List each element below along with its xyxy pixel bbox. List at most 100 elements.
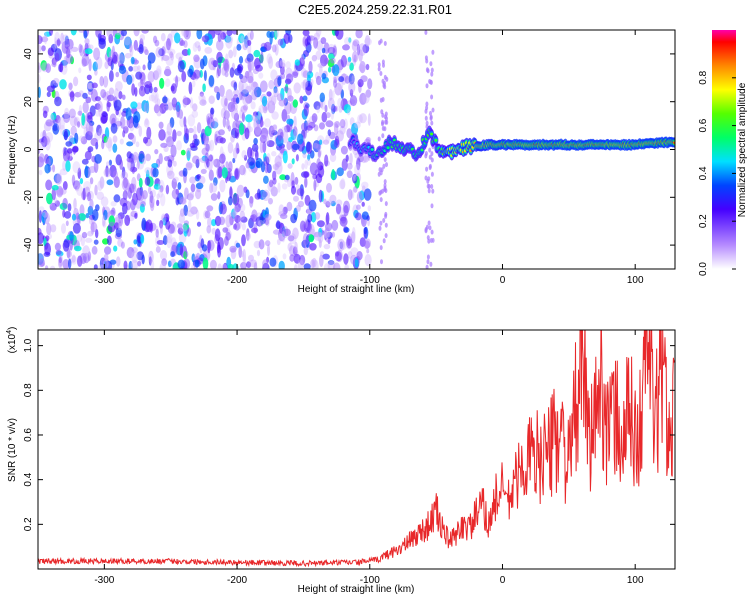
spectrogram-noise-blob [103, 136, 108, 143]
spectrogram-noise-blob [253, 111, 259, 117]
spectrogram-noise-blob [212, 159, 218, 166]
spectrogram-noise-blob [288, 137, 293, 143]
spectrogram-noise-blob [207, 159, 213, 171]
spectrogram-noise-blob [217, 64, 221, 77]
spectrogram-noise-blob [141, 217, 147, 231]
spectrogram-noise-blob [354, 164, 361, 176]
spectrogram-noise-blob [83, 181, 92, 191]
spectrogram-noise-blob [274, 161, 283, 175]
spectrogram-noise-blob [172, 176, 179, 183]
spectrogram-faint-blob [431, 188, 435, 194]
spectrogram-noise-blob [90, 222, 98, 233]
spectrogram-noise-blob [207, 116, 210, 126]
spectrogram-noise-blob [56, 172, 63, 185]
spectrogram-faint-blob [428, 225, 432, 231]
spectrogram-noise-blob [277, 76, 282, 87]
spectrogram-noise-blob [262, 105, 268, 114]
spectrogram-noise-blob [170, 144, 177, 158]
spectrogram-noise-blob [215, 135, 224, 144]
spectrogram-noise-blob [160, 193, 166, 207]
spectrogram-noise-blob [175, 52, 184, 60]
spectrogram-noise-blob [97, 100, 103, 112]
spectrogram-noise-blob [248, 81, 253, 94]
spectrogram-faint-blob [380, 167, 384, 173]
spectrogram-noise-blob [268, 79, 275, 90]
spectrogram-noise-blob [301, 67, 307, 78]
spectrogram-noise-blob [241, 234, 246, 247]
spectrogram-noise-blob [54, 242, 62, 251]
spectrogram-noise-blob [310, 212, 317, 223]
spectrogram-noise-blob [233, 112, 240, 122]
spectrogram-noise-blob [334, 30, 339, 37]
spectrogram-noise-blob [287, 235, 295, 242]
spectrogram-noise-blob [229, 216, 234, 226]
spectrogram-noise-blob [46, 192, 53, 205]
spectrogram-noise-blob [155, 47, 163, 58]
spectrogram-noise-blob [249, 259, 258, 268]
spectrogram-noise-blob [274, 155, 282, 168]
spectrogram-faint-blob [377, 62, 381, 68]
spectrogram-noise-blob [206, 205, 214, 212]
spectrogram-faint-blob [430, 67, 434, 73]
spectrogram-noise-blob [120, 241, 125, 249]
spectrogram-noise-blob [51, 184, 59, 191]
spectrogram-noise-blob [170, 53, 175, 61]
spectrogram-noise-blob [284, 174, 290, 181]
spectrogram-noise-blob [260, 127, 269, 139]
spectrogram-noise-blob [100, 88, 104, 96]
spectrogram-noise-blob [145, 100, 150, 114]
spectrogram-noise-blob [323, 139, 330, 145]
spectrogram-noise-blob [59, 61, 64, 73]
spectrogram-noise-blob [264, 165, 269, 174]
spectrogram-noise-blob [340, 89, 344, 99]
spectrogram-noise-blob [285, 61, 291, 69]
spectrogram-noise-blob [337, 97, 343, 109]
spectrogram-noise-blob [233, 167, 241, 180]
spectrogram-noise-blob [59, 79, 67, 90]
spectrogram-noise-blob [180, 149, 186, 156]
spectrogram-noise-blob [361, 201, 365, 207]
spectrogram-noise-blob [46, 223, 52, 236]
spectrogram-noise-blob [305, 80, 313, 92]
spectrogram-noise-blob [336, 167, 344, 177]
spectrogram-noise-blob [333, 138, 340, 148]
spectrogram-noise-blob [192, 42, 198, 52]
spectrogram-noise-blob [323, 229, 328, 241]
spectrogram-noise-blob [220, 32, 227, 40]
spectrogram-faint-blob [430, 71, 434, 77]
spectrogram-noise-blob [219, 84, 225, 97]
spectrogram-noise-blob [347, 234, 351, 247]
spectrogram-noise-blob [321, 111, 328, 123]
spectrogram-noise-blob [45, 119, 53, 127]
spectrogram-noise-blob [310, 78, 314, 86]
spectrogram-noise-blob [177, 60, 185, 73]
spectrogram-faint-blob [426, 259, 430, 265]
spectrogram-noise-blob [166, 233, 173, 244]
spectrogram-noise-blob [343, 205, 349, 217]
spectrogram-noise-blob [85, 131, 93, 141]
spectrogram-noise-blob [100, 196, 109, 207]
spectrogram-faint-blob [383, 114, 387, 120]
spectrogram-noise-blob [132, 151, 139, 161]
spectrogram-noise-blob [330, 57, 336, 64]
spectrogram-noise-blob [245, 114, 253, 123]
spectrogram-noise-blob [239, 210, 245, 221]
spectrogram-noise-blob [126, 156, 134, 163]
colorbar-tick-label: 0.2 [698, 214, 709, 228]
spectrogram-noise-blob [303, 263, 311, 269]
spectrogram-noise-blob [148, 250, 154, 264]
spectrogram-noise-blob [108, 33, 114, 44]
spectrogram-faint-blob [425, 224, 429, 230]
spectrogram-noise-blob [303, 127, 307, 139]
spectrogram-noise-blob [164, 156, 170, 162]
spectrogram-faint-blob [381, 121, 384, 127]
spectrogram-faint-blob [426, 254, 430, 260]
spectrogram-noise-blob [189, 191, 195, 199]
spectrogram-noise-blob [307, 213, 313, 223]
spectrogram-noise-blob [177, 182, 182, 190]
spectrogram-noise-blob [49, 113, 55, 122]
x-tick-label: 0 [500, 575, 506, 586]
spectrogram-noise-blob [268, 197, 273, 205]
spectrogram-noise-blob [343, 227, 350, 233]
spectrogram-noise-blob [317, 150, 321, 158]
